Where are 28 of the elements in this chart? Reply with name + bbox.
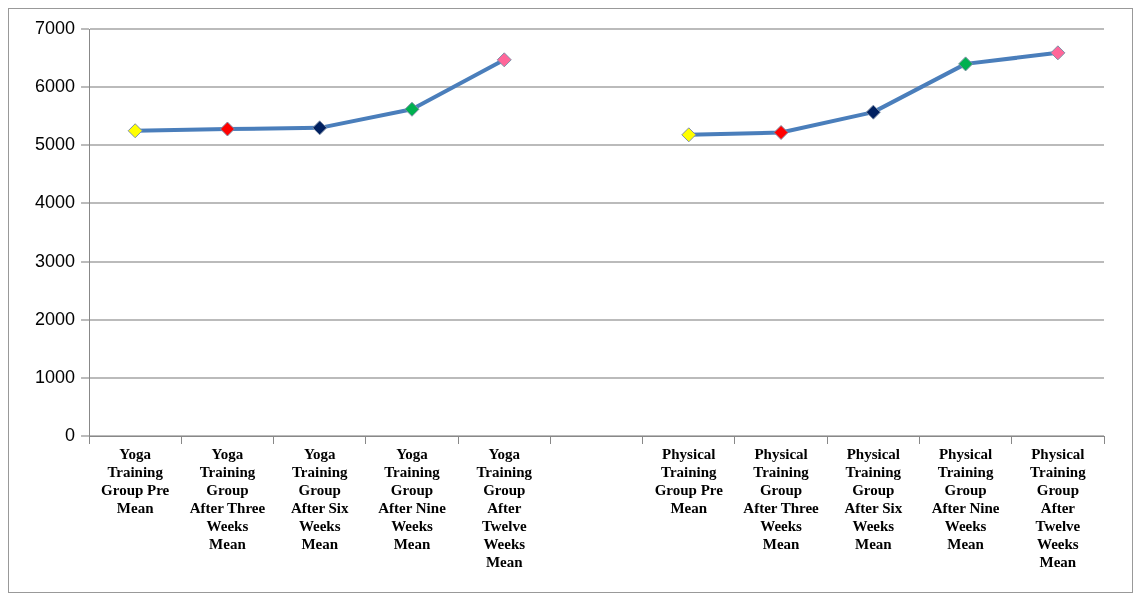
y-tick-label: 2000: [35, 308, 76, 329]
y-tick-label: 0: [65, 424, 76, 445]
y-tick-label: 6000: [35, 76, 76, 97]
x-tick-label: Yoga Training Group After Three Weeks Mean: [189, 445, 266, 552]
y-tick-label: 3000: [35, 250, 76, 271]
x-tick-label: Physical Training Group After Nine Weeks Mean: [931, 445, 1000, 552]
x-tick-label: Yoga Training Group After Twelve Weeks Mean: [476, 445, 533, 570]
x-tick-label: Physical Training Group After Twelve Weeks Mean: [1030, 445, 1087, 570]
y-tick-label: 4000: [35, 192, 76, 213]
x-tick-label: Yoga Training Group After Nine Weeks Mean: [378, 445, 447, 552]
y-tick-label: 7000: [35, 17, 76, 38]
y-tick-label: 5000: [35, 134, 76, 155]
x-tick-label: Yoga Training Group Pre Mean: [101, 445, 170, 516]
point: [312, 120, 328, 136]
point: [127, 123, 143, 139]
point: [404, 101, 420, 117]
y-tick-label: 1000: [35, 366, 76, 387]
point: [773, 124, 789, 140]
point: [958, 56, 974, 72]
point: [865, 104, 881, 120]
x-tick-label: Physical Training Group Pre Mean: [654, 445, 724, 516]
point: [496, 52, 512, 68]
x-tick-label: Physical Training Group After Six Weeks Mean: [844, 445, 903, 552]
point: [681, 127, 697, 143]
point: [219, 121, 235, 137]
x-tick-label: Physical Training Group After Three Weeks Mean: [743, 445, 820, 552]
point: [1050, 45, 1066, 61]
x-tick-label: Yoga Training Group After Six Weeks Mean: [290, 445, 350, 552]
